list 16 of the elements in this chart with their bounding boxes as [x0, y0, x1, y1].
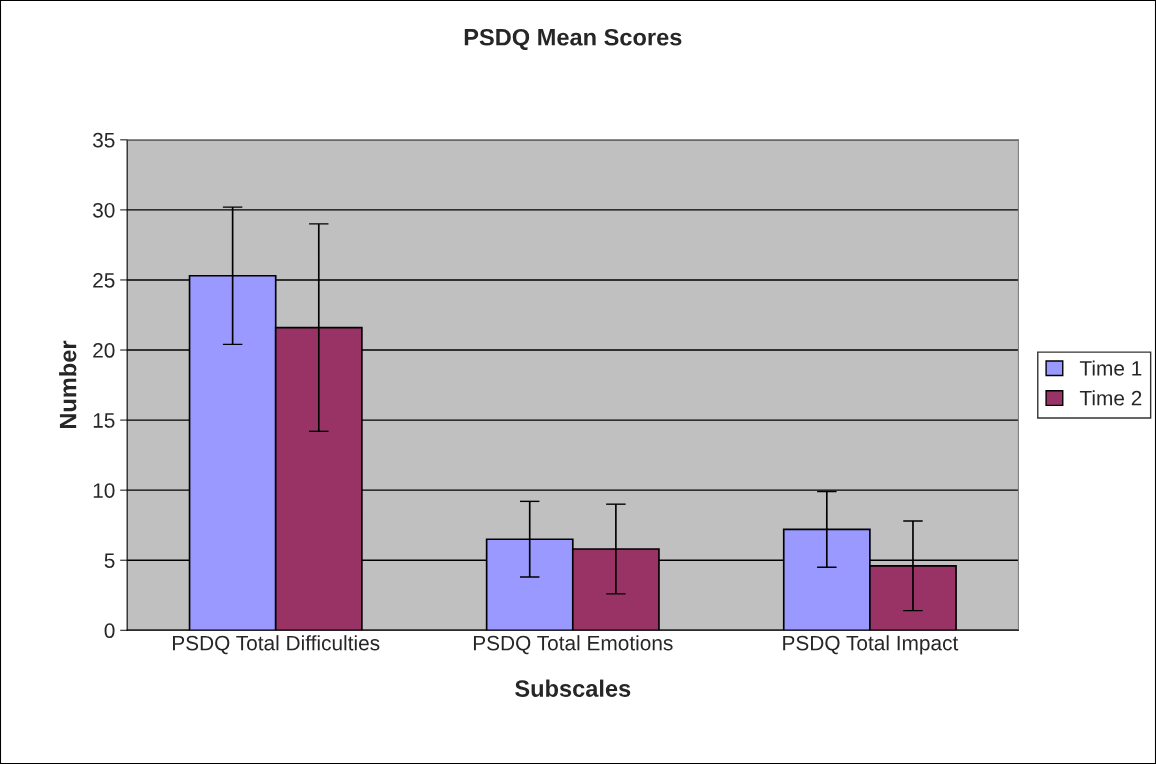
x-tick-label: PSDQ Total Impact — [783, 635, 959, 655]
x-tick-label: PSDQ Total Difficulties — [173, 635, 380, 655]
y-tick-label: 10 — [93, 483, 115, 498]
legend-label: Time 2 — [1079, 390, 1142, 406]
y-tick-label: 5 — [104, 553, 115, 568]
y-tick-label: 30 — [92, 202, 115, 218]
y-axis-title: Number — [59, 340, 77, 429]
x-axis-title: Subscales — [515, 679, 631, 697]
y-tick-label: 35 — [92, 132, 115, 148]
y-tick-label: 15 — [93, 413, 115, 428]
y-tick-label: 0 — [104, 623, 115, 639]
legend-label: Time 1 — [1079, 360, 1142, 376]
chart-title: PSDQ Mean Scores — [464, 28, 682, 51]
y-tick-label: 20 — [93, 343, 115, 358]
x-tick-label: PSDQ Total Emotions — [473, 635, 673, 655]
y-tick-label: 25 — [93, 272, 115, 288]
